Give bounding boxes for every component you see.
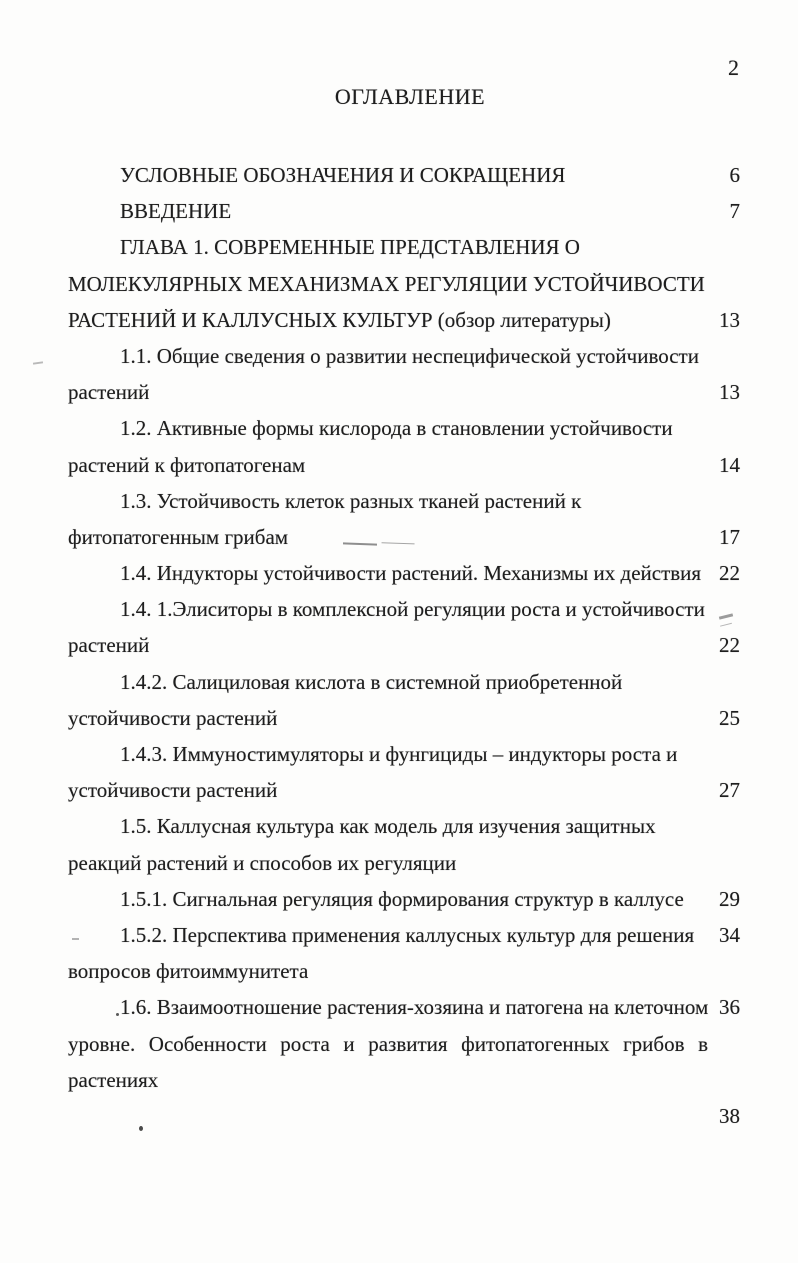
toc-line: МОЛЕКУЛЯРНЫХ МЕХАНИЗМАХ РЕГУЛЯЦИИ УСТОЙЧ…: [68, 266, 740, 302]
page-number: 2: [728, 55, 739, 80]
toc-entry-text: 1.4. 1.Элиситоры в комплексной регуляции…: [120, 597, 705, 622]
toc-line: УСЛОВНЫЕ ОБОЗНАЧЕНИЯ И СОКРАЩЕНИЯ 6: [68, 157, 740, 193]
toc-entry-page: 34: [719, 922, 740, 947]
toc-line: растениях: [68, 1062, 740, 1098]
toc-entry-text: 1.4. Индукторы устойчивости растений. Ме…: [120, 561, 702, 586]
toc-line: растений 22: [68, 627, 740, 663]
toc-entry-text: вопросов фитоиммунитета: [68, 959, 309, 984]
toc-entry-page: 29: [719, 886, 740, 911]
toc-entry-text: устойчивости растений: [68, 705, 278, 730]
toc-entry-text: 1.3. Устойчивость клеток разных тканей р…: [120, 488, 582, 513]
toc-line: растений 13: [68, 374, 740, 410]
toc-entry-text: 1.1. Общие сведения о развитии неспецифи…: [120, 343, 699, 368]
toc-line: 1.4.2. Салициловая кислота в системной п…: [68, 664, 740, 700]
toc-entry-text: устойчивости растений: [68, 778, 278, 803]
toc-entry-text: растений: [68, 633, 150, 658]
toc-entry-page: 17: [719, 524, 740, 549]
toc-line: вопросов фитоиммунитета: [68, 953, 740, 989]
toc-entry-text: 1.2. Активные формы кислорода в становле…: [120, 416, 673, 441]
toc-entry-text: ВВЕДЕНИЕ: [120, 199, 232, 224]
toc-line: уровне. Особенности роста и развития фит…: [68, 1026, 740, 1062]
toc-line: РАСТЕНИЙ И КАЛЛУСНЫХ КУЛЬТУР (обзор лите…: [68, 302, 740, 338]
toc-line: 1.3. Устойчивость клеток разных тканей р…: [68, 483, 740, 519]
toc-line: фитопатогенным грибам 17: [68, 519, 740, 555]
toc-entry-text: фитопатогенным грибам: [68, 524, 289, 549]
toc-entry-page: 13: [719, 380, 740, 405]
toc-entry-text: растений к фитопатогенам: [68, 452, 306, 477]
toc-line: 1.1. Общие сведения о развитии неспецифи…: [68, 338, 740, 374]
toc-line: 1.5.2. Перспектива применения каллусных …: [68, 917, 740, 953]
page-title: ОГЛАВЛЕНИЕ: [334, 84, 486, 109]
toc-entry-page: 22: [719, 633, 740, 658]
toc-line: реакций растений и способов их регуляции: [68, 845, 740, 881]
toc-list: УСЛОВНЫЕ ОБОЗНАЧЕНИЯ И СОКРАЩЕНИЯ 6 ВВЕДЕН…: [68, 157, 740, 1134]
toc-entry-text: 1.4.2. Салициловая кислота в системной п…: [120, 669, 623, 694]
toc-line: ГЛАВА 1. СОВРЕМЕННЫЕ ПРЕДСТАВЛЕНИЯ О: [68, 229, 740, 265]
toc-entry-text: 1.5.1. Сигнальная регуляция формирования…: [120, 886, 684, 911]
toc-entry-page: 22: [719, 561, 740, 586]
toc-line: 38: [68, 1098, 740, 1134]
toc-line: 1.5.1. Сигнальная регуляция формирования…: [68, 881, 740, 917]
toc-entry-text: уровне. Особенности роста и развития фит…: [68, 1031, 708, 1056]
toc-entry-text: УСЛОВНЫЕ ОБОЗНАЧЕНИЯ И СОКРАЩЕНИЯ: [120, 163, 566, 187]
toc-entry-text: растений: [68, 380, 150, 405]
toc-entry-text: МОЛЕКУЛЯРНЫХ МЕХАНИЗМАХ РЕГУЛЯЦИИ УСТОЙЧ…: [68, 271, 705, 296]
toc-line: 1.4. 1.Элиситоры в комплексной регуляции…: [68, 591, 740, 627]
toc-line: устойчивости растений 25: [68, 700, 740, 736]
toc-entry-text: 1.4.3. Иммуностимуляторы и фунгициды – и…: [120, 742, 678, 766]
scan-artifact: [32, 361, 44, 365]
toc-line: 1.2. Активные формы кислорода в становле…: [68, 410, 740, 446]
toc-line: 1.4. Индукторы устойчивости растений. Ме…: [68, 555, 740, 591]
toc-entry-page: 7: [729, 199, 741, 224]
toc-entry-page: 13: [719, 307, 740, 332]
toc-entry-text: РАСТЕНИЙ И КАЛЛУСНЫХ КУЛЬТУР (обзор лите…: [68, 307, 611, 332]
toc-entry-text: 1.5. Каллусная культура как модель для и…: [120, 814, 656, 839]
toc-entry-page: 14: [719, 452, 740, 477]
toc-entry-text: растениях: [68, 1067, 159, 1092]
toc-line: растений к фитопатогенам 14: [68, 447, 740, 483]
toc-entry-page: 36: [719, 995, 740, 1020]
toc-entry-page: 27: [719, 778, 740, 803]
toc-line: 1.5. Каллусная культура как модель для и…: [68, 808, 740, 844]
toc-entry-page: 25: [719, 705, 740, 730]
toc-entry-page: 38: [719, 1103, 740, 1128]
toc-entry-text: 1.6. Взаимоотношение растения-хозяина и …: [120, 995, 709, 1020]
toc-entry-page: 6: [729, 163, 741, 187]
toc-line: 1.6. Взаимоотношение растения-хозяина и …: [68, 989, 740, 1025]
toc-line: устойчивости растений 27: [68, 772, 740, 808]
toc-entry-text: реакций растений и способов их регуляции: [68, 850, 457, 875]
toc-entry-text: 1.5.2. Перспектива применения каллусных …: [120, 922, 695, 947]
toc-entry-text: ГЛАВА 1. СОВРЕМЕННЫЕ ПРЕДСТАВЛЕНИЯ О: [120, 235, 580, 260]
toc-line: ВВЕДЕНИЕ 7: [68, 193, 740, 229]
toc-line: 1.4.3. Иммуностимуляторы и фунгициды – и…: [68, 736, 740, 772]
